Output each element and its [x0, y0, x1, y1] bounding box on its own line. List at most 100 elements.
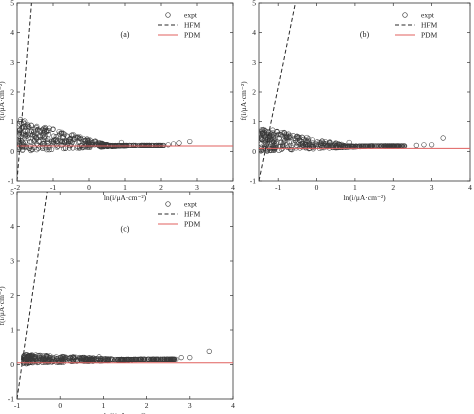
- expt-point: [259, 128, 266, 134]
- x-axis-label: ln(i/μA·cm⁻²): [343, 193, 386, 202]
- plot-frame: [16, 191, 234, 400]
- expt-point: [48, 138, 54, 144]
- expt-point: [153, 356, 159, 362]
- panel-label: (c): [121, 224, 130, 233]
- expt-point: [84, 138, 90, 144]
- plot-area: [259, 3, 470, 181]
- expt-point: [149, 356, 155, 362]
- expt-point: [43, 354, 50, 360]
- expt-point: [268, 139, 275, 146]
- expt-point: [162, 356, 168, 362]
- y-axis-label: f(i/μA·cm⁻²): [0, 286, 6, 325]
- expt-point: [266, 135, 273, 141]
- y-tick-label: 4: [10, 28, 14, 37]
- expt-point: [19, 125, 25, 131]
- x-tick-label: 3: [195, 183, 199, 192]
- expt-point: [29, 132, 35, 138]
- expt-point: [131, 356, 138, 363]
- expt-point: [261, 141, 267, 147]
- expt-point: [345, 144, 351, 150]
- expt-point: [150, 142, 156, 148]
- expt-point: [309, 137, 316, 143]
- panel-label: (b): [360, 30, 370, 39]
- expt-point: [42, 359, 48, 365]
- expt-point: [60, 359, 67, 365]
- x-tick-label: 2: [159, 183, 163, 192]
- expt-point: [40, 126, 46, 133]
- expt-point: [46, 147, 52, 153]
- expt-point: [287, 139, 293, 145]
- legend-label-hfm: HFM: [184, 210, 201, 219]
- x-tick-label: 4: [468, 183, 472, 192]
- y-tick-label: 3: [10, 257, 14, 266]
- expt-point: [276, 132, 282, 138]
- hfm-line: [259, 3, 296, 181]
- legend-label-pdm: PDM: [184, 31, 201, 40]
- legend-label-hfm: HFM: [421, 21, 438, 30]
- expt-point: [131, 142, 137, 148]
- expt-point: [286, 134, 292, 140]
- expt-point: [93, 139, 99, 145]
- expt-point: [53, 133, 59, 140]
- expt-point: [296, 140, 302, 146]
- x-tick-label: 4: [231, 401, 235, 410]
- expt-point: [137, 356, 143, 362]
- expt-point: [79, 355, 85, 361]
- expt-point: [74, 358, 80, 364]
- x-tick-label: 1: [102, 401, 106, 410]
- expt-point: [123, 357, 129, 363]
- y-tick-label: 2: [10, 291, 14, 300]
- chart-panel-a: -2 -1 0 1 2 3 4-1012345ln(i/μA·cm⁻²)f(i/μA·cm⁻…: [0, 0, 235, 202]
- expt-point: [421, 142, 427, 148]
- expt-point: [22, 139, 28, 145]
- expt-point: [21, 354, 27, 360]
- y-tick-label: 2: [10, 88, 14, 97]
- expt-point: [429, 142, 435, 148]
- y-tick-label: 0: [10, 360, 14, 369]
- expt-point: [93, 141, 100, 148]
- legend-marker-expt: [165, 201, 171, 207]
- expt-point: [144, 142, 150, 148]
- expt-point: [18, 137, 24, 143]
- expt-point: [62, 140, 68, 146]
- y-tick-label: 5: [10, 188, 14, 197]
- legend-label-hfm: HFM: [184, 21, 201, 30]
- expt-point: [281, 130, 287, 136]
- expt-point: [168, 356, 174, 362]
- expt-point: [34, 123, 40, 129]
- legend-label-expt: expt: [421, 11, 435, 20]
- expt-point: [34, 127, 41, 133]
- y-tick-label: -1: [8, 395, 14, 404]
- expt-point: [265, 129, 271, 135]
- y-tick-label: 0: [10, 147, 14, 156]
- expt-point: [284, 134, 290, 140]
- expt-point: [259, 136, 265, 143]
- x-axis-label: ln(i/μA·cm⁻²): [104, 193, 147, 202]
- expt-point: [339, 144, 346, 150]
- y-tick-label: 2: [252, 88, 256, 97]
- plot-area: [17, 192, 233, 399]
- x-tick-label: -1: [14, 401, 20, 410]
- expt-point: [115, 356, 121, 363]
- expt-point: [350, 144, 356, 150]
- x-tick-label: 2: [145, 401, 149, 410]
- y-axis-label: f(i/μA·cm⁻²): [0, 81, 6, 120]
- expt-point: [58, 358, 64, 364]
- expt-point: [440, 135, 446, 141]
- expt-point: [42, 133, 48, 139]
- expt-point: [129, 356, 135, 363]
- expt-point: [31, 138, 38, 144]
- chart-panel-c: -1 0 1 2 3 4 -1 0 1 2 3 4 5 ln(i/μA·cm⁻²) f(i/μA·cm⁻²)…: [0, 188, 235, 414]
- expt-point: [61, 133, 67, 139]
- expt-point: [82, 138, 88, 144]
- expt-point: [141, 142, 147, 148]
- legend-label-expt: expt: [184, 11, 198, 20]
- expt-point: [118, 139, 124, 146]
- expt-point: [135, 356, 141, 362]
- expt-point: [282, 137, 288, 143]
- expt-point: [45, 358, 51, 364]
